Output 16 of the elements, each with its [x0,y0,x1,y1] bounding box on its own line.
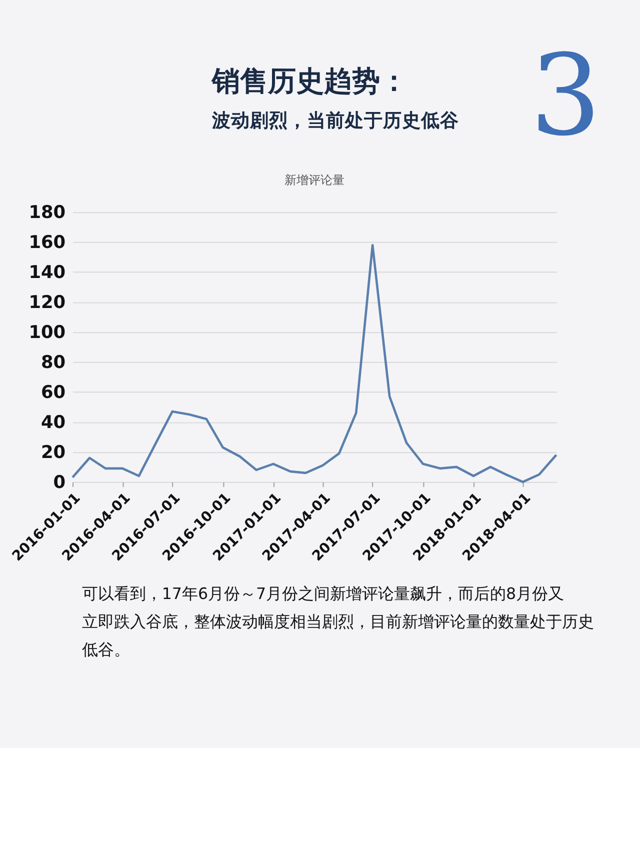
y-tick-label: 160 [28,233,66,254]
y-tick-label: 100 [28,323,66,344]
y-tick-label: 140 [28,263,66,284]
line-series [71,244,558,484]
y-tick-label: 0 [53,472,66,493]
y-tick-label: 120 [28,293,66,314]
y-tick-label: 80 [41,353,66,374]
y-tick-label: 60 [41,383,66,404]
y-tick-label: 20 [41,442,66,463]
y-tick-label: 40 [41,413,66,434]
y-tick-label: 180 [28,203,66,224]
text: 可以看到，17年6月份～7月份之间新增评论量飙升，而后的8月份又立即跌入谷底，整体波动幅度相当剧烈，目前新增评论量的数量处于历史低谷。 [82,584,594,659]
chart-subtitle: 波动剧烈，当前处于历史低谷 [211,110,460,132]
text: 3 [530,31,602,161]
chart-title: 销售历史趋势： [211,64,408,98]
text: 新增评论量 [284,173,344,188]
